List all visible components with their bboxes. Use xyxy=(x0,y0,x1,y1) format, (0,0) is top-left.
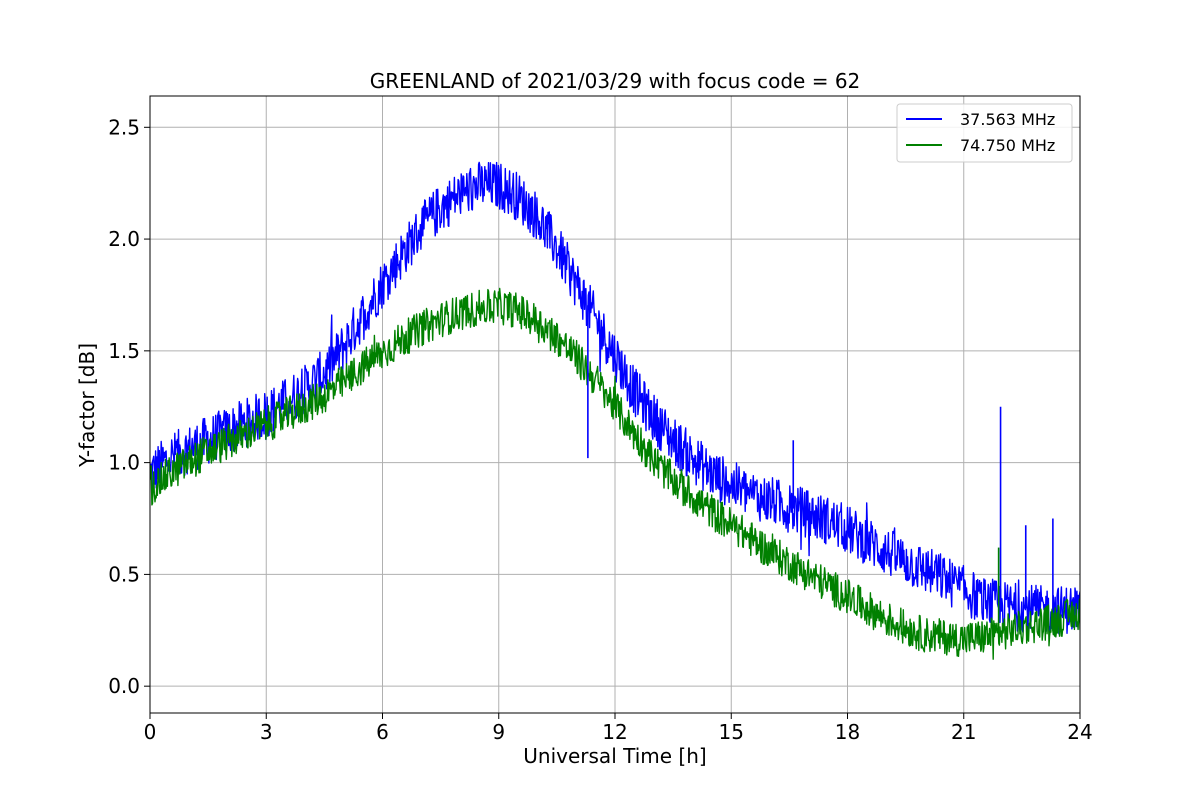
y-axis-label: Y-factor [dB] xyxy=(75,343,99,468)
series-layer xyxy=(150,161,1080,660)
y-tick-label: 2.5 xyxy=(108,115,140,139)
x-axis: 0 3 6 9 12 15 18 21 24 xyxy=(144,713,1093,744)
x-tick-label: 3 xyxy=(260,720,273,744)
x-tick-label: 18 xyxy=(835,720,860,744)
x-tick-label: 15 xyxy=(719,720,744,744)
y-axis: 0.0 0.5 1.0 1.5 2.0 2.5 xyxy=(108,115,150,698)
y-tick-label: 1.0 xyxy=(108,451,140,475)
x-axis-label: Universal Time [h] xyxy=(523,744,706,768)
legend: 37.563 MHz 74.750 MHz xyxy=(896,103,1073,163)
x-tick-label: 12 xyxy=(602,720,627,744)
chart-title: GREENLAND of 2021/03/29 with focus code … xyxy=(370,69,861,93)
y-tick-label: 1.5 xyxy=(108,339,140,363)
y-tick-label: 0.5 xyxy=(108,562,140,586)
x-tick-label: 21 xyxy=(951,720,976,744)
x-tick-label: 0 xyxy=(144,720,157,744)
x-tick-label: 24 xyxy=(1067,720,1092,744)
legend-label-37mhz: 37.563 MHz xyxy=(960,110,1055,129)
y-tick-label: 0.0 xyxy=(108,674,140,698)
series-74mhz-line xyxy=(150,287,1080,660)
x-tick-label: 9 xyxy=(492,720,505,744)
x-tick-label: 6 xyxy=(376,720,389,744)
y-tick-label: 2.0 xyxy=(108,227,140,251)
series-37mhz-line xyxy=(150,161,1080,635)
legend-label-74mhz: 74.750 MHz xyxy=(960,136,1055,155)
